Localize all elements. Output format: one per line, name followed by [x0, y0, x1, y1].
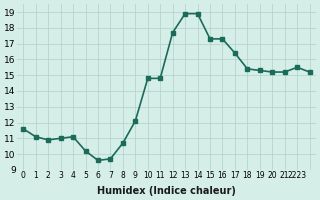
- X-axis label: Humidex (Indice chaleur): Humidex (Indice chaleur): [97, 186, 236, 196]
